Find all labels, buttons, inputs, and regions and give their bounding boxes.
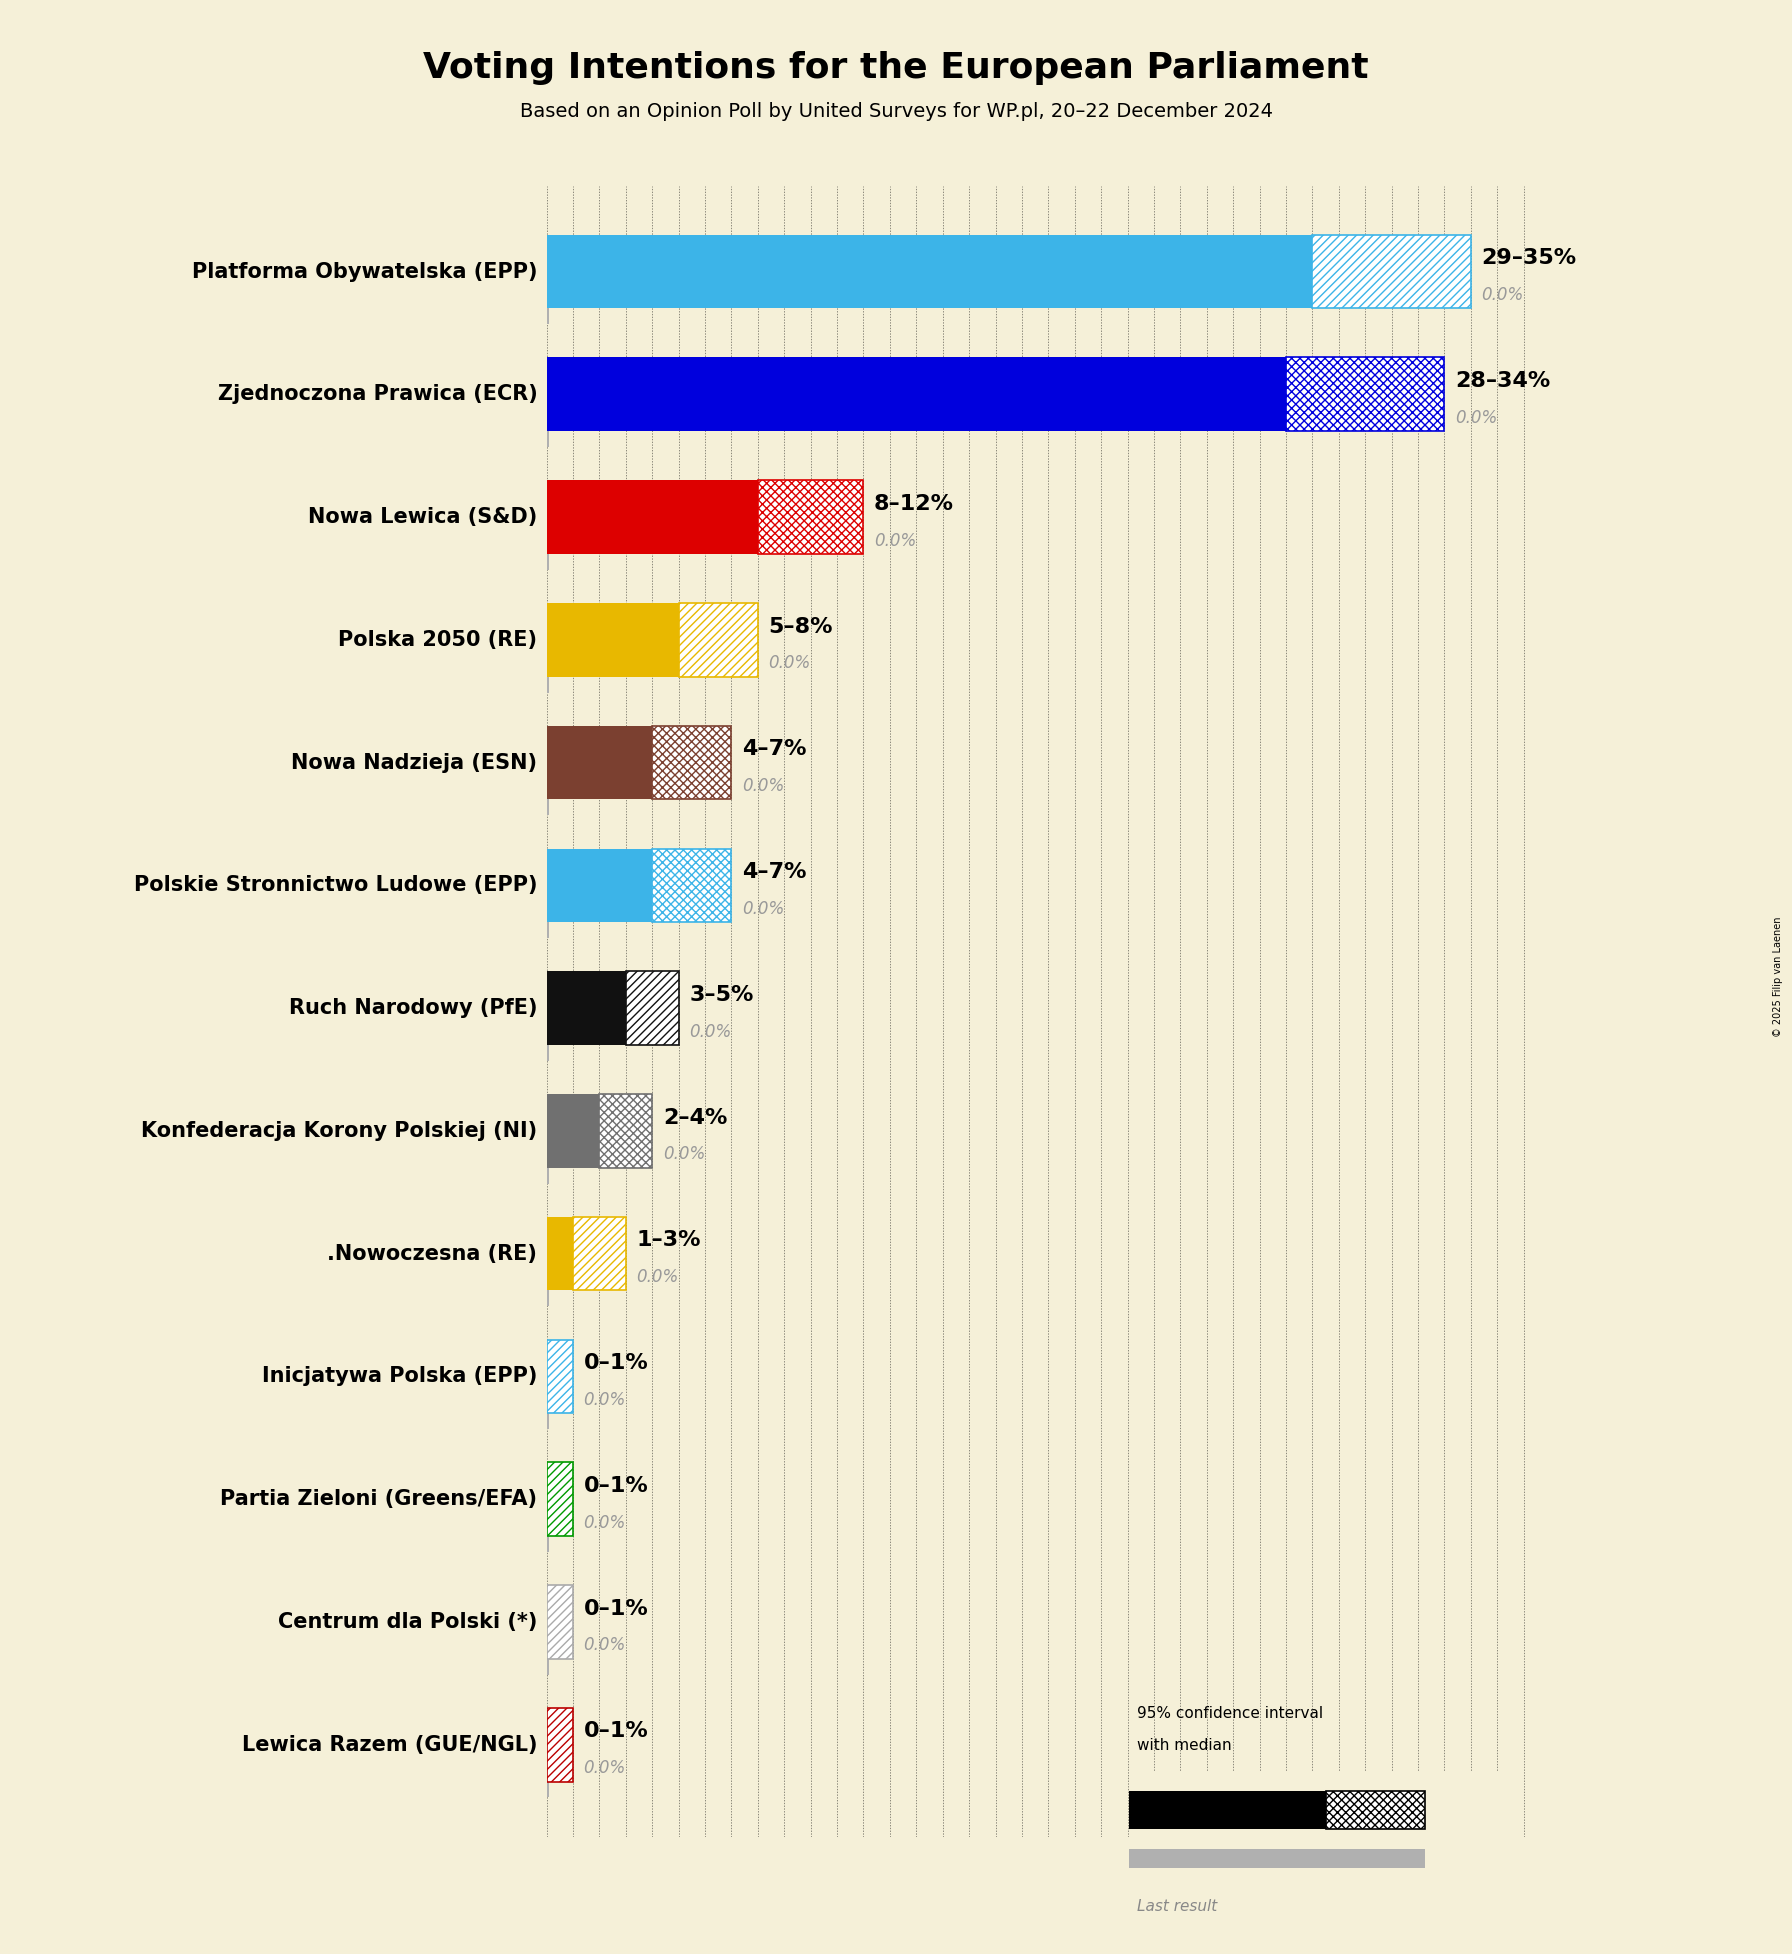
Text: 4–7%: 4–7% bbox=[742, 862, 806, 881]
Text: 0.0%: 0.0% bbox=[874, 531, 916, 549]
Text: 8–12%: 8–12% bbox=[874, 494, 953, 514]
Bar bbox=[547, 234, 1312, 309]
Text: 0.0%: 0.0% bbox=[584, 1514, 625, 1532]
Bar bbox=[1129, 1792, 1326, 1829]
Bar bbox=[547, 545, 548, 571]
Bar bbox=[679, 604, 758, 676]
Bar bbox=[547, 604, 679, 676]
Text: Voting Intentions for the European Parliament: Voting Intentions for the European Parli… bbox=[423, 51, 1369, 86]
Bar bbox=[547, 1094, 599, 1168]
Text: 0.0%: 0.0% bbox=[690, 1022, 731, 1041]
Text: 0–1%: 0–1% bbox=[584, 1354, 649, 1374]
Text: with median: with median bbox=[1136, 1737, 1231, 1753]
Bar bbox=[625, 971, 679, 1045]
Text: 2–4%: 2–4% bbox=[663, 1108, 728, 1127]
Bar bbox=[547, 1159, 548, 1184]
Text: Nowa Nadzieja (ESN): Nowa Nadzieja (ESN) bbox=[292, 752, 538, 772]
Text: Nowa Lewica (S&D): Nowa Lewica (S&D) bbox=[308, 508, 538, 528]
Bar bbox=[547, 1462, 573, 1536]
Bar bbox=[547, 1528, 548, 1551]
Text: 0.0%: 0.0% bbox=[636, 1268, 679, 1286]
Text: 3–5%: 3–5% bbox=[690, 985, 754, 1004]
Bar bbox=[652, 725, 731, 799]
Bar bbox=[547, 1651, 548, 1675]
Bar bbox=[599, 1094, 652, 1168]
Text: Zjednoczona Prawica (ECR): Zjednoczona Prawica (ECR) bbox=[217, 385, 538, 404]
Bar bbox=[547, 1036, 548, 1061]
Text: 0.0%: 0.0% bbox=[663, 1145, 704, 1163]
Bar bbox=[573, 1217, 625, 1290]
Text: Polska 2050 (RE): Polska 2050 (RE) bbox=[339, 629, 538, 651]
Text: Konfederacja Korony Polskiej (NI): Konfederacja Korony Polskiej (NI) bbox=[142, 1122, 538, 1141]
Bar bbox=[547, 1585, 573, 1659]
Bar bbox=[547, 1217, 573, 1290]
Bar bbox=[547, 725, 652, 799]
Text: 0–1%: 0–1% bbox=[584, 1721, 649, 1741]
Text: Last result: Last result bbox=[1136, 1899, 1217, 1915]
Bar bbox=[547, 422, 548, 447]
Text: 1–3%: 1–3% bbox=[636, 1231, 701, 1251]
Text: .Nowoczesna (RE): .Nowoczesna (RE) bbox=[328, 1243, 538, 1264]
Bar bbox=[547, 358, 1287, 432]
Text: 5–8%: 5–8% bbox=[769, 617, 833, 637]
Bar bbox=[547, 971, 625, 1045]
Text: 0–1%: 0–1% bbox=[584, 1598, 649, 1618]
Bar bbox=[547, 1772, 548, 1798]
Bar bbox=[1312, 234, 1471, 309]
Bar bbox=[547, 481, 758, 553]
Text: 0.0%: 0.0% bbox=[1455, 408, 1498, 426]
Bar bbox=[652, 848, 731, 922]
Bar bbox=[547, 1405, 548, 1428]
Bar bbox=[1129, 1848, 1425, 1868]
Text: Inicjatywa Polska (EPP): Inicjatywa Polska (EPP) bbox=[262, 1366, 538, 1387]
Bar bbox=[547, 299, 548, 324]
Text: 0.0%: 0.0% bbox=[742, 901, 785, 918]
Bar bbox=[547, 668, 548, 692]
Bar bbox=[1326, 1792, 1425, 1829]
Bar bbox=[547, 848, 652, 922]
Text: Platforma Obywatelska (EPP): Platforma Obywatelska (EPP) bbox=[192, 262, 538, 281]
Text: 28–34%: 28–34% bbox=[1455, 371, 1550, 391]
Text: 0–1%: 0–1% bbox=[584, 1475, 649, 1497]
Bar bbox=[547, 1282, 548, 1307]
Text: 4–7%: 4–7% bbox=[742, 739, 806, 760]
Bar bbox=[547, 914, 548, 938]
Text: 0.0%: 0.0% bbox=[769, 655, 810, 672]
Bar bbox=[547, 1340, 573, 1413]
Bar bbox=[547, 1708, 573, 1782]
Bar bbox=[758, 481, 864, 553]
Text: © 2025 Filip van Laenen: © 2025 Filip van Laenen bbox=[1772, 916, 1783, 1038]
Text: 0.0%: 0.0% bbox=[584, 1637, 625, 1655]
Text: 0.0%: 0.0% bbox=[584, 1391, 625, 1409]
Text: Lewica Razem (GUE/NGL): Lewica Razem (GUE/NGL) bbox=[242, 1735, 538, 1755]
Text: Partia Zieloni (Greens/EFA): Partia Zieloni (Greens/EFA) bbox=[220, 1489, 538, 1508]
Text: 0.0%: 0.0% bbox=[742, 778, 785, 795]
Text: Polskie Stronnictwo Ludowe (EPP): Polskie Stronnictwo Ludowe (EPP) bbox=[134, 875, 538, 895]
Bar bbox=[1287, 358, 1444, 432]
Bar bbox=[547, 791, 548, 815]
Text: 0.0%: 0.0% bbox=[1482, 285, 1523, 305]
Text: Based on an Opinion Poll by United Surveys for WP.pl, 20–22 December 2024: Based on an Opinion Poll by United Surve… bbox=[520, 102, 1272, 121]
Text: Ruch Narodowy (PfE): Ruch Narodowy (PfE) bbox=[289, 998, 538, 1018]
Text: 29–35%: 29–35% bbox=[1482, 248, 1577, 268]
Text: 95% confidence interval: 95% confidence interval bbox=[1136, 1706, 1322, 1721]
Text: 0.0%: 0.0% bbox=[584, 1759, 625, 1778]
Text: Centrum dla Polski (*): Centrum dla Polski (*) bbox=[278, 1612, 538, 1632]
